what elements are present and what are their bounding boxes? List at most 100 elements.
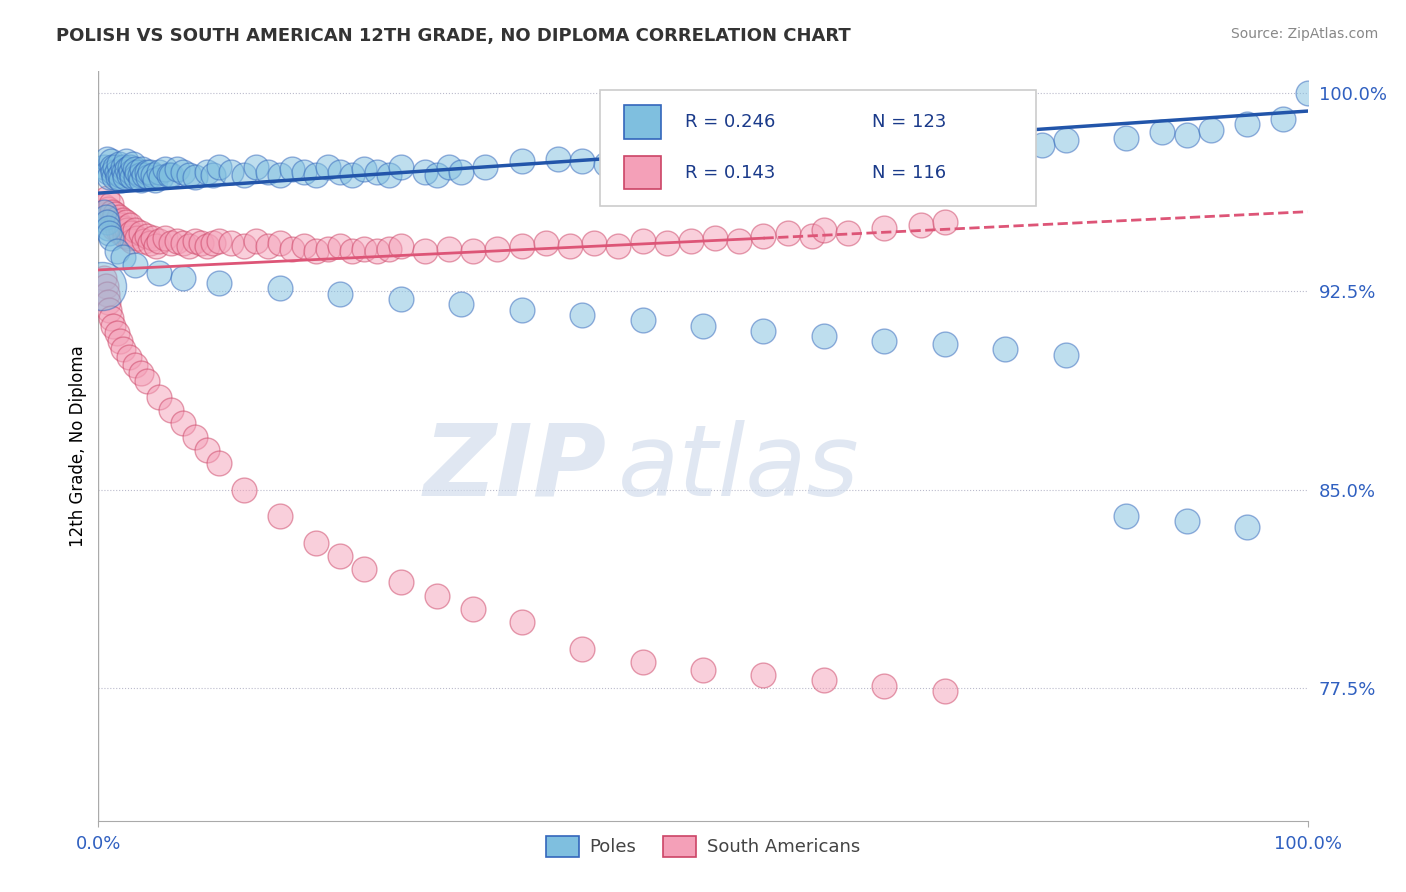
Point — [1175, 128, 1198, 142]
Point — [93, 160, 115, 174]
Point — [184, 170, 207, 185]
Point — [190, 236, 212, 251]
Text: N = 123: N = 123 — [872, 113, 946, 131]
Point — [104, 207, 127, 221]
Point — [124, 223, 146, 237]
Point — [800, 228, 823, 243]
Point — [120, 226, 142, 240]
Point — [776, 226, 799, 240]
Point — [426, 168, 449, 182]
Point — [104, 160, 127, 174]
Point — [957, 144, 980, 158]
Point — [329, 165, 352, 179]
Point — [281, 162, 304, 177]
Point — [728, 234, 751, 248]
Point — [103, 170, 125, 185]
Point — [101, 212, 124, 227]
Point — [139, 236, 162, 251]
Point — [450, 297, 472, 311]
Point — [115, 154, 138, 169]
Point — [97, 220, 120, 235]
Point — [510, 239, 533, 253]
Point — [135, 228, 157, 243]
Legend: Poles, South Americans: Poles, South Americans — [538, 829, 868, 864]
Point — [305, 244, 328, 259]
Point — [789, 152, 811, 166]
Point — [813, 329, 835, 343]
Point — [150, 170, 173, 185]
Point — [752, 228, 775, 243]
Point — [148, 165, 170, 179]
Text: R = 0.246: R = 0.246 — [685, 113, 775, 131]
Point — [813, 149, 835, 163]
Point — [679, 234, 702, 248]
Point — [910, 146, 932, 161]
Point — [100, 204, 122, 219]
Point — [510, 302, 533, 317]
Point — [232, 239, 254, 253]
Point — [118, 218, 141, 232]
Point — [704, 231, 727, 245]
Point — [121, 234, 143, 248]
Point — [1199, 122, 1222, 136]
Point — [329, 239, 352, 253]
Point — [208, 456, 231, 470]
Point — [100, 154, 122, 169]
Point — [1272, 112, 1295, 126]
Point — [129, 173, 152, 187]
Point — [97, 165, 120, 179]
Point — [221, 165, 243, 179]
Text: atlas: atlas — [619, 420, 860, 517]
Point — [98, 170, 121, 185]
Point — [202, 236, 225, 251]
Point — [120, 165, 142, 179]
Point — [510, 154, 533, 169]
Point — [145, 239, 167, 253]
Point — [1296, 86, 1319, 100]
Point — [124, 162, 146, 177]
Point — [111, 343, 134, 357]
Point — [124, 258, 146, 272]
Point — [101, 165, 124, 179]
Point — [124, 358, 146, 372]
Point — [269, 281, 291, 295]
Point — [142, 231, 165, 245]
Point — [353, 162, 375, 177]
Point — [93, 271, 115, 285]
Point — [1175, 515, 1198, 529]
Point — [122, 157, 145, 171]
Point — [692, 152, 714, 166]
Point — [510, 615, 533, 629]
Point — [110, 226, 132, 240]
Point — [97, 202, 120, 216]
Point — [389, 239, 412, 253]
Point — [118, 231, 141, 245]
Point — [1236, 117, 1258, 131]
Point — [125, 170, 148, 185]
Point — [752, 668, 775, 682]
Point — [112, 165, 135, 179]
Point — [94, 210, 117, 224]
Point — [208, 160, 231, 174]
Point — [377, 242, 399, 256]
Point — [129, 226, 152, 240]
Point — [437, 160, 460, 174]
Point — [98, 302, 121, 317]
Point — [91, 278, 114, 293]
Point — [245, 234, 267, 248]
Point — [157, 168, 180, 182]
Point — [172, 236, 194, 251]
Point — [366, 165, 388, 179]
Point — [595, 157, 617, 171]
Point — [1054, 348, 1077, 362]
Point — [96, 191, 118, 205]
Point — [127, 165, 149, 179]
Point — [269, 168, 291, 182]
Point — [153, 162, 176, 177]
Point — [128, 168, 150, 182]
Point — [105, 215, 128, 229]
Text: Source: ZipAtlas.com: Source: ZipAtlas.com — [1230, 27, 1378, 41]
Point — [108, 157, 131, 171]
Point — [105, 165, 128, 179]
Point — [160, 168, 183, 182]
